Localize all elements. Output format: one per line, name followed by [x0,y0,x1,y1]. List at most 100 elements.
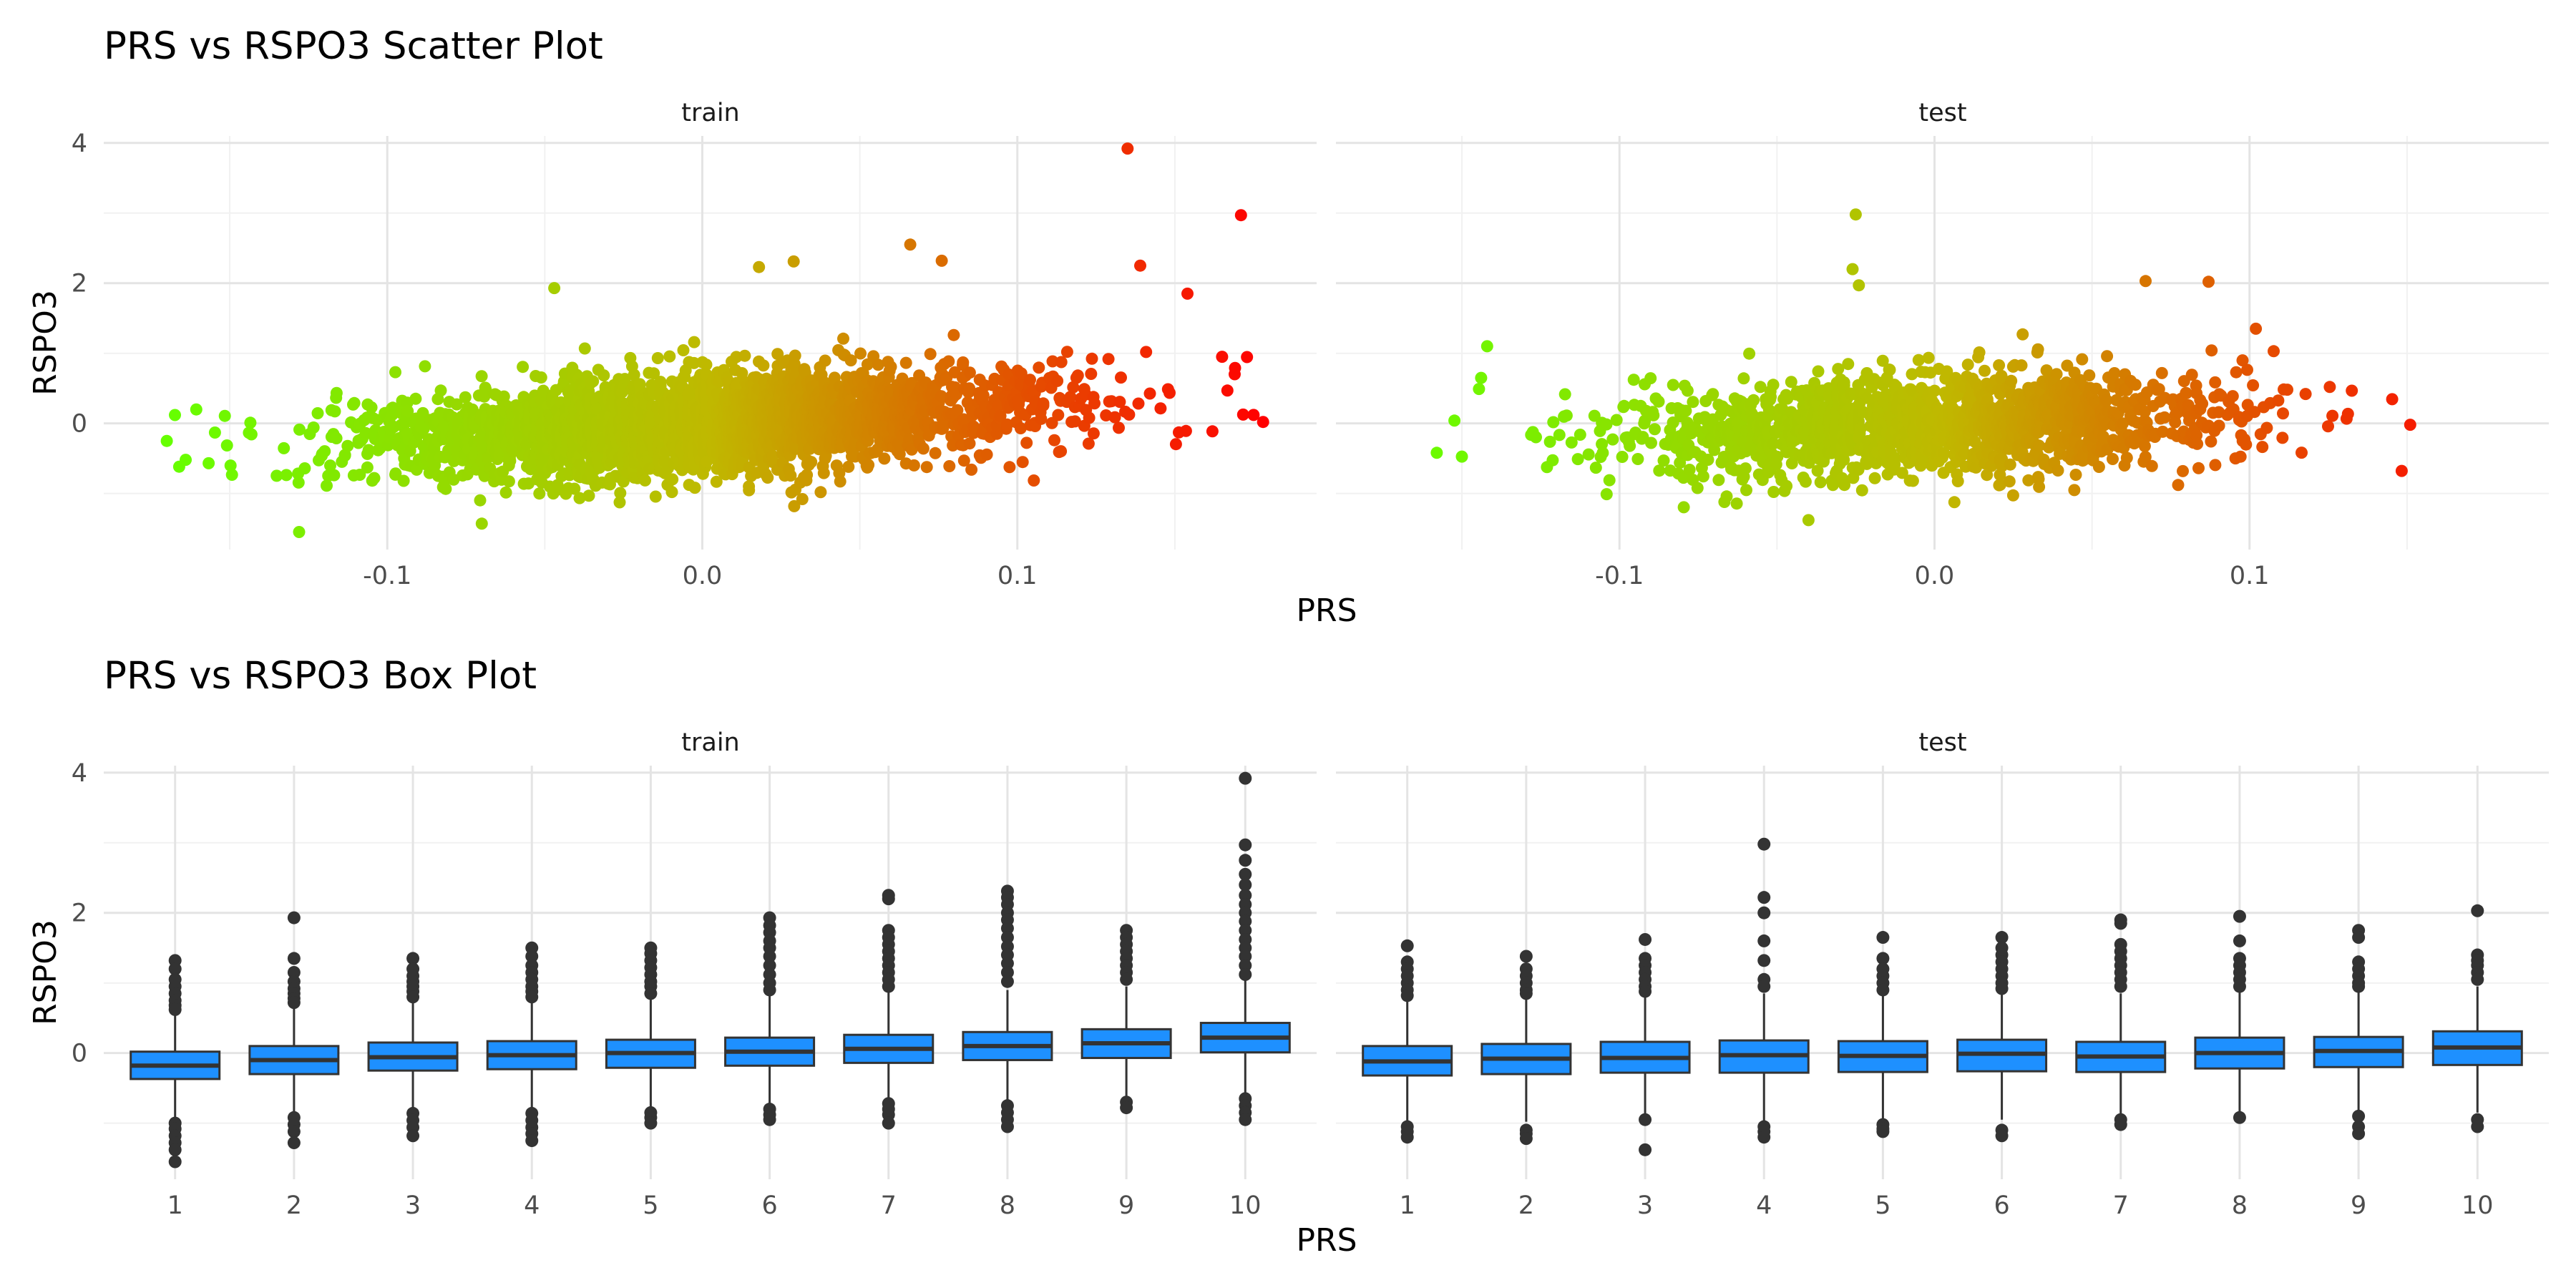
scatter-point [439,482,452,495]
scatter-point [160,434,173,447]
box-outlier-point [168,1143,182,1156]
box-x-tick-label: 9 [1118,1191,1134,1220]
scatter-point [2205,435,2218,448]
scatter-point [1652,395,1665,408]
scatter-point [784,469,797,482]
scatter-point [341,439,354,452]
scatter-x-tick-label: 0.0 [1915,562,1955,590]
scatter-point [1553,429,1566,441]
scatter-point [2205,344,2218,357]
scatter-point [2108,367,2121,379]
scatter-point [328,405,341,418]
scatter-point [899,356,912,369]
box-group [1362,939,1453,1144]
scatter-point [1780,479,1793,492]
scatter-point [1132,397,1145,410]
box-outlier-point [1757,934,1771,947]
scatter-point [504,454,517,467]
box-outlier-point [1239,771,1252,785]
scatter-point [837,332,849,345]
box-group [1956,931,2048,1143]
scatter-point [1020,436,1033,449]
box-outlier-point [1519,950,1533,963]
scatter-point [1241,351,1254,364]
scatter-point [942,355,955,368]
box-outlier-point [1519,987,1533,1000]
box-outlier-point [168,1155,182,1169]
scatter-x-tick-label: -0.1 [363,562,411,590]
scatter-point [1697,470,1709,483]
scatter-point [475,370,488,383]
scatter-point [1740,484,1752,497]
box-outlier-point [1876,931,1890,945]
scatter-x-ticks: -0.1 0.0 0.1 -0.1 0.0 0.1 [363,562,2270,590]
scatter-point [362,444,375,457]
scatter-point [819,354,831,367]
scatter-point [929,447,942,459]
scatter-point [651,352,664,364]
scatter-point [2241,364,2253,376]
box-outlier-point [525,990,539,1004]
scatter-point [1849,208,1862,221]
scatter-point [361,461,374,474]
scatter-point [1085,352,1098,365]
scatter-point [2005,374,2018,387]
scatter-point [1257,416,1269,429]
scatter-point [2006,489,2019,502]
box-x-tick-label: 4 [524,1191,540,1220]
box-outlier-point [1239,854,1252,867]
scatter-point [1087,427,1100,440]
scatter-point [1868,472,1881,484]
scatter-point [1571,453,1584,466]
scatter-point [1645,436,1657,449]
scatter-point [639,474,651,487]
scatter-point [617,475,630,488]
scatter-point [1802,514,1815,527]
scatter-point [401,405,414,418]
scatter-point [220,439,233,452]
scatter-point [1767,486,1780,498]
scatter-point [1221,384,1234,397]
scatter-point [677,344,690,356]
scatter-point [787,255,800,268]
scatter-point [2256,441,2269,454]
scatter-point [365,401,378,414]
scatter-point [535,371,547,384]
scatter-point [218,409,231,422]
box-group [1080,924,1172,1115]
box-outlier-point [1757,837,1771,851]
box-outlier-point [1876,1125,1890,1138]
scatter-point [2192,462,2205,474]
scatter-point [1961,358,1974,371]
scatter-point [434,384,447,397]
scatter-point [2346,384,2358,397]
scatter-facet-label-train: train [681,99,739,127]
scatter-point [533,487,546,500]
box-outlier-point [2233,909,2246,923]
scatter-point [459,391,472,404]
box-facet-label-train: train [681,728,739,757]
box-outlier-point [287,952,301,965]
box-outlier-point [763,1113,776,1126]
scatter-point [614,487,627,499]
box-outlier-point [1400,939,1414,952]
scatter-point [1681,384,1694,397]
box-outlier-point [882,892,895,906]
scatter-point [1547,416,1560,429]
scatter-y-tick-label: 2 [72,270,87,298]
box-x-tick-label: 3 [405,1191,421,1220]
box-group [724,911,816,1126]
scatter-point [1048,434,1060,447]
scatter-point [1627,374,1640,386]
box-outlier-point [1519,1132,1533,1146]
scatter-point [2247,379,2260,391]
box-y-axis-title: RSPO3 [27,919,64,1025]
scatter-point [1610,414,1623,426]
scatter-point [1948,496,1961,509]
scatter-point [1667,379,1679,391]
scatter-x-tick-label: 0.0 [683,562,723,590]
scatter-point [2140,275,2152,288]
box-x-tick-label: 2 [286,1191,302,1220]
scatter-point [1134,259,1146,272]
